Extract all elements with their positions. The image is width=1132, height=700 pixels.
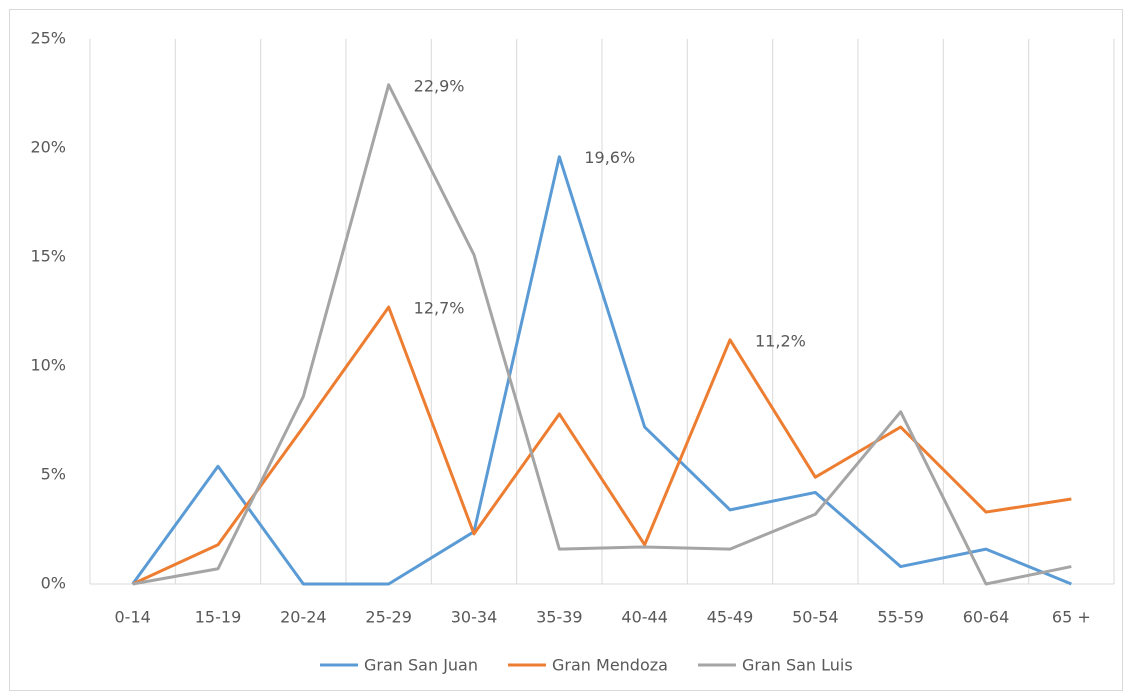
x-tick-label: 20-24: [280, 608, 327, 627]
chart-border: [9, 9, 1123, 691]
legend-label: Gran San Luis: [742, 656, 853, 675]
x-tick-label: 0-14: [115, 608, 151, 627]
y-tick-label: 5%: [41, 465, 66, 484]
x-tick-label: 25-29: [365, 608, 412, 627]
data-label: 12,7%: [414, 299, 465, 318]
x-tick-label: 35-39: [536, 608, 583, 627]
y-tick-label: 0%: [41, 574, 66, 593]
x-tick-label: 45-49: [707, 608, 754, 627]
x-tick-label: 15-19: [195, 608, 242, 627]
x-tick-label: 65 +: [1052, 608, 1091, 627]
y-tick-label: 10%: [30, 356, 66, 375]
series-line: [132, 83, 1072, 586]
x-tick-label: 55-59: [877, 608, 924, 627]
y-tick-label: 20%: [30, 138, 66, 157]
data-label: 22,9%: [414, 76, 465, 95]
x-tick-label: 40-44: [621, 608, 668, 627]
series-line: [131, 155, 1072, 586]
legend-label: Gran Mendoza: [552, 656, 668, 675]
x-tick-label: 50-54: [792, 608, 839, 627]
x-tick-label: 30-34: [451, 608, 498, 627]
y-tick-label: 15%: [30, 247, 66, 266]
y-tick-label: 25%: [30, 29, 66, 48]
data-label: 19,6%: [584, 148, 635, 167]
x-tick-label: 60-64: [963, 608, 1010, 627]
data-label: 11,2%: [755, 331, 806, 350]
legend-label: Gran San Juan: [364, 656, 478, 675]
